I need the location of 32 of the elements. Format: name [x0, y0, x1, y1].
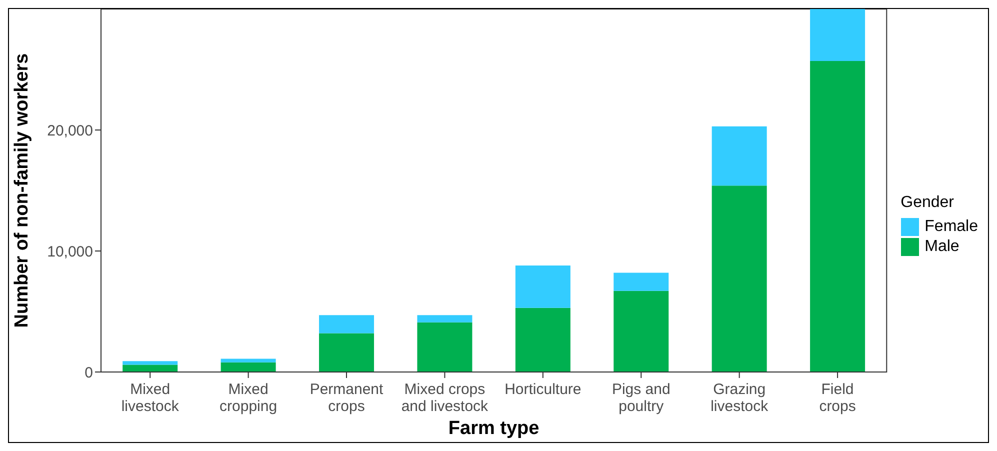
x-tick-label: Horticulture [504, 381, 582, 398]
bar [122, 364, 178, 372]
x-tick-label: Permanent crops [310, 381, 384, 415]
y-axis-title: Number of non-family workers [12, 53, 33, 328]
bar [220, 362, 276, 372]
bar [417, 322, 472, 372]
bar [319, 315, 374, 334]
y-tick-label: 10,000 [47, 243, 93, 260]
bar [810, 9, 866, 62]
bar [712, 186, 767, 372]
y-tick-label: 0 [84, 364, 93, 382]
x-tick-label: Mixed livestock [121, 381, 180, 415]
legend-title: Gender [900, 194, 956, 212]
bar [712, 126, 767, 186]
legend-label: Female [924, 218, 978, 236]
bar [810, 61, 866, 372]
x-axis-title: Farm type [448, 418, 540, 439]
bar [122, 361, 178, 365]
bar [515, 308, 570, 372]
x-tick-label: Field crops [819, 381, 856, 415]
bar [417, 315, 472, 322]
y-tick-label: 20,000 [47, 122, 93, 140]
bar [515, 266, 570, 308]
x-tick-label: Mixed cropping [220, 381, 278, 415]
bar [614, 272, 669, 291]
x-tick-label: Pigs and poultry [612, 381, 670, 415]
x-tick-label: Mixed crops and livestock [401, 381, 489, 415]
x-tick-label: Grazing livestock [710, 381, 769, 415]
bar [319, 333, 374, 372]
bar [220, 358, 276, 362]
legend-label: Male [924, 238, 960, 256]
bar [614, 290, 669, 372]
